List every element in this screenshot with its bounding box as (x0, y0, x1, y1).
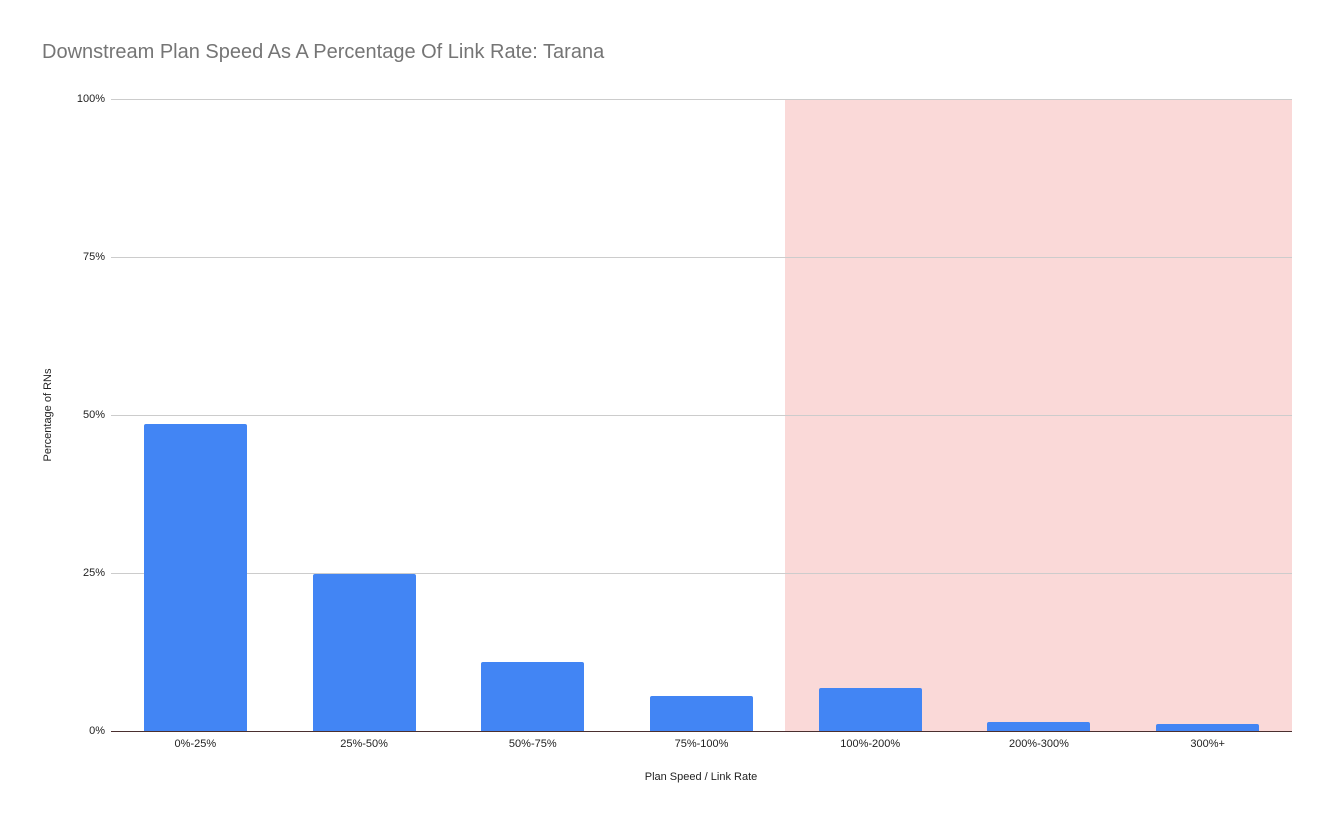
x-axis-line (111, 731, 1292, 732)
x-tick-label: 300%+ (1190, 738, 1225, 750)
y-tick-50: 50% (82, 409, 105, 421)
x-tick-label: 75%-100% (674, 738, 729, 750)
x-axis-label: Plan Speed / Link Rate (644, 771, 758, 783)
x-tick-label: 50%-75% (508, 738, 557, 750)
x-tick-label: 0%-25% (174, 738, 217, 750)
y-tick-100: 100% (76, 93, 105, 105)
gridline-75 (111, 257, 1292, 258)
x-tick-label: 25%-50% (340, 738, 388, 750)
bar-2 (481, 662, 585, 731)
chart-title: Downstream Plan Speed As A Percentage Of… (42, 41, 605, 63)
gridline-100 (111, 99, 1292, 100)
bar-1 (312, 574, 416, 731)
bar-6 (1156, 724, 1260, 731)
gridline-25 (111, 573, 1292, 574)
x-tick-label: 100%-200% (840, 738, 901, 750)
y-axis-label: Percentage of RNs (42, 368, 54, 462)
bar-5 (987, 722, 1091, 731)
plot-area (111, 99, 1292, 732)
bar-0 (143, 423, 247, 731)
y-tick-0: 0% (89, 725, 105, 737)
y-tick-75: 75% (82, 251, 105, 263)
bar-3 (650, 696, 753, 731)
bar-4 (818, 688, 922, 731)
gridline-50 (111, 415, 1292, 416)
x-tick-label: 200%-300% (1008, 738, 1069, 750)
y-tick-25: 25% (82, 567, 105, 579)
